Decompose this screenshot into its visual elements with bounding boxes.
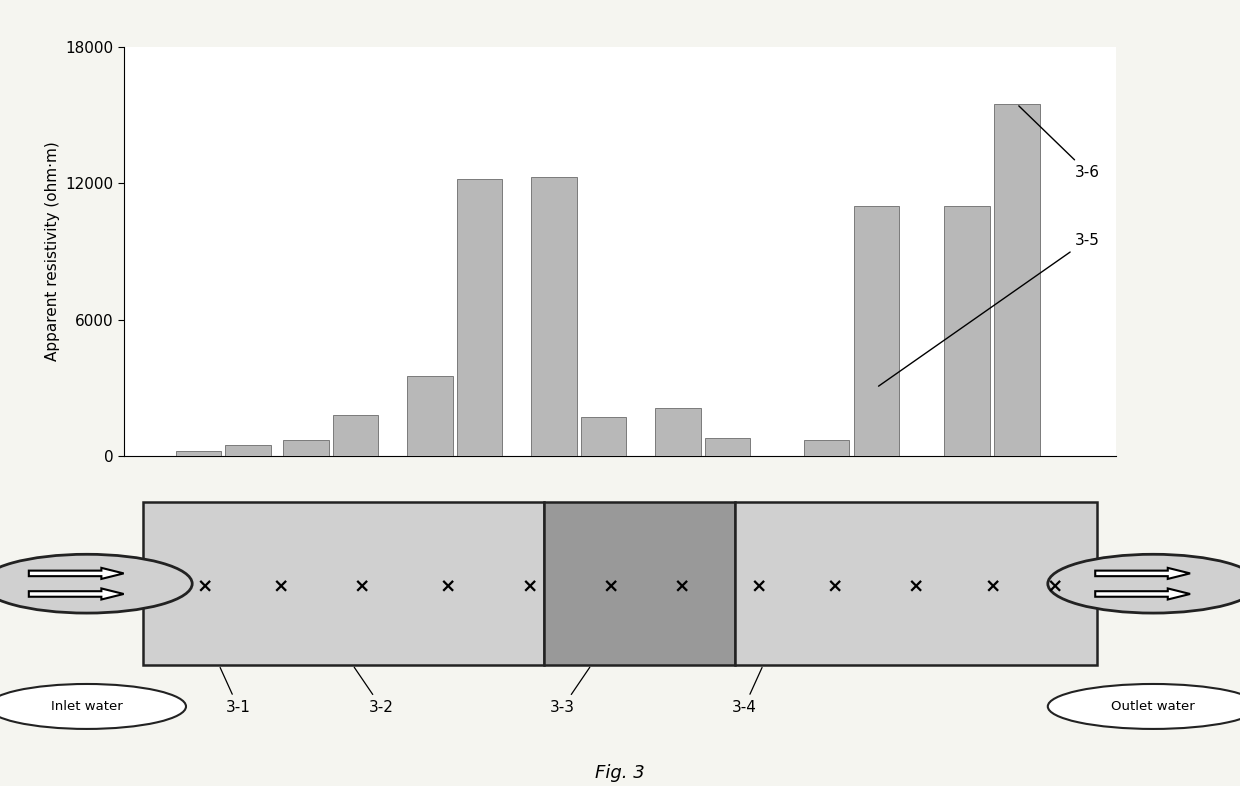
- Bar: [531, 177, 577, 456]
- Bar: [176, 451, 221, 456]
- Bar: [332, 415, 378, 456]
- Bar: [407, 376, 453, 456]
- Bar: [226, 445, 270, 456]
- Ellipse shape: [0, 684, 186, 729]
- Bar: [704, 438, 750, 456]
- Text: 3-5: 3-5: [879, 233, 1100, 386]
- Text: ×: ×: [985, 578, 1001, 597]
- Text: ×: ×: [827, 578, 843, 597]
- Text: ×: ×: [273, 578, 289, 597]
- Ellipse shape: [1048, 684, 1240, 729]
- Y-axis label: Apparent resistivity (ohm·m): Apparent resistivity (ohm·m): [45, 141, 60, 362]
- Text: ×: ×: [908, 578, 924, 597]
- Text: 3-6: 3-6: [1019, 106, 1100, 179]
- FancyArrow shape: [29, 567, 124, 579]
- Text: ×: ×: [196, 578, 213, 597]
- Text: ×: ×: [750, 578, 766, 597]
- Bar: [734, 502, 1097, 665]
- Circle shape: [0, 554, 192, 613]
- Bar: [853, 206, 899, 456]
- Bar: [580, 417, 626, 456]
- Text: 3-1: 3-1: [221, 667, 250, 714]
- FancyArrow shape: [1095, 589, 1190, 600]
- Bar: [994, 104, 1039, 456]
- Text: 3-4: 3-4: [732, 667, 763, 714]
- Circle shape: [1048, 554, 1240, 613]
- Bar: [143, 502, 543, 665]
- FancyArrow shape: [1095, 567, 1190, 579]
- Text: ×: ×: [1047, 578, 1063, 597]
- Bar: [456, 179, 502, 456]
- Text: Fig. 3: Fig. 3: [595, 764, 645, 782]
- Text: ×: ×: [673, 578, 691, 597]
- Text: Inlet water: Inlet water: [51, 700, 123, 713]
- Text: Outlet water: Outlet water: [1111, 700, 1195, 713]
- Text: 3-2: 3-2: [355, 667, 394, 714]
- Text: ×: ×: [521, 578, 537, 597]
- Text: 3-3: 3-3: [551, 667, 590, 714]
- Text: ×: ×: [603, 578, 619, 597]
- Bar: [804, 440, 849, 456]
- Bar: [283, 440, 329, 456]
- Bar: [655, 408, 701, 456]
- Bar: [945, 206, 990, 456]
- FancyArrow shape: [29, 589, 124, 600]
- Text: ×: ×: [440, 578, 456, 597]
- Bar: [543, 502, 734, 665]
- Text: ×: ×: [353, 578, 371, 597]
